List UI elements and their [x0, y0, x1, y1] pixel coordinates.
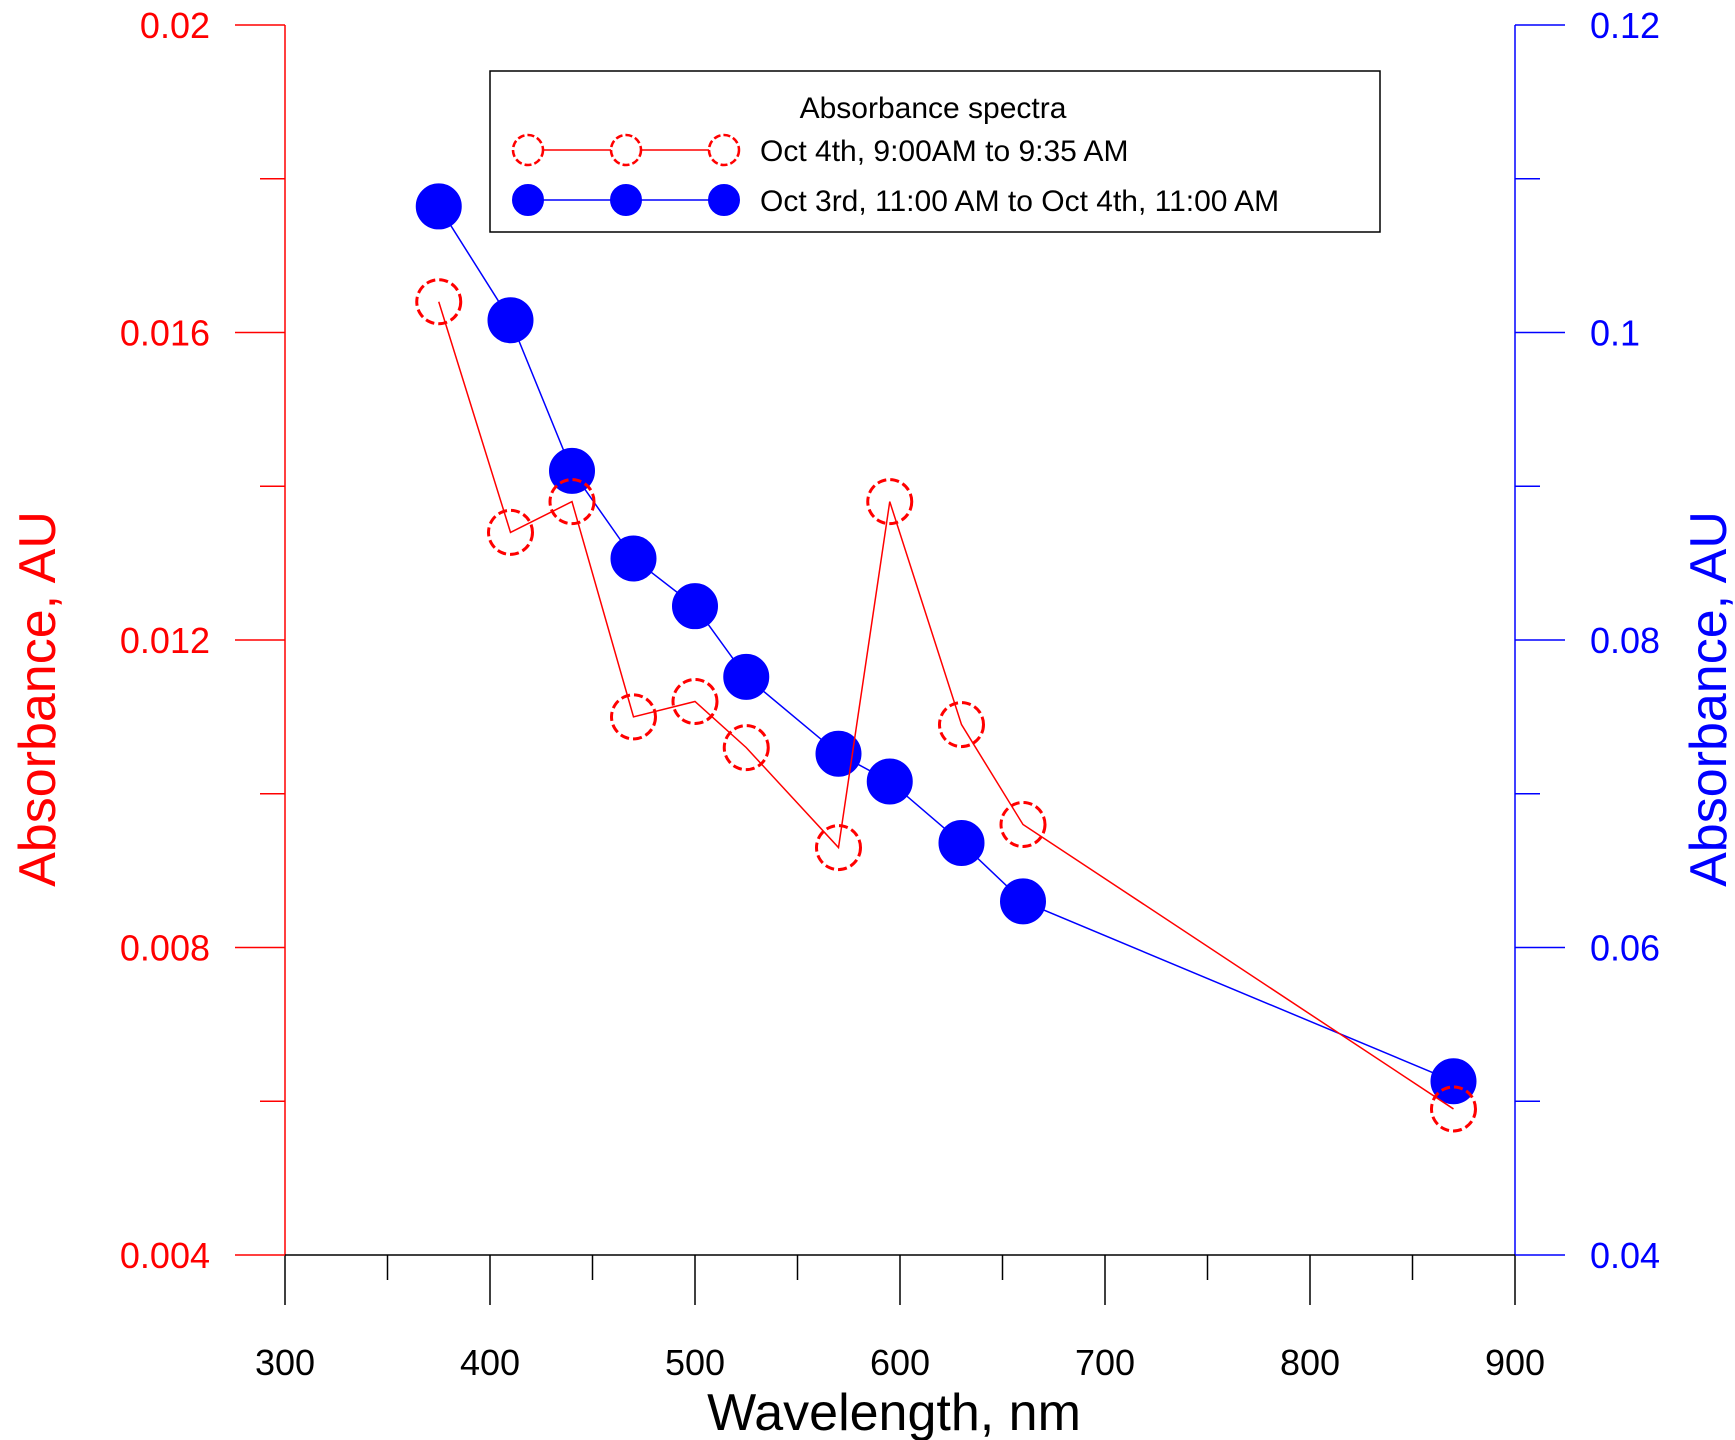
- y-left-tick-label: 0.02: [140, 5, 210, 46]
- data-point-blue: [1000, 878, 1046, 925]
- y-left-tick-label: 0.008: [120, 928, 210, 969]
- data-point-blue: [415, 183, 462, 230]
- y-axis-left: 0.004 0.008 0.012 0.016 0.02: [120, 5, 285, 1276]
- data-point-blue: [866, 758, 913, 805]
- y-axis-right-label: Absorbance, AU: [1680, 511, 1735, 887]
- data-point-red: [866, 478, 914, 526]
- legend-marker-blue: [708, 184, 740, 216]
- series-line-blue: [438, 206, 1454, 1082]
- x-tick-label: 700: [1075, 1342, 1135, 1383]
- y-right-tick-label: 0.1: [1590, 313, 1640, 354]
- legend-marker-blue: [610, 184, 642, 216]
- legend-marker-red: [707, 133, 741, 167]
- series-layer: [415, 183, 1477, 1133]
- x-tick-label: 300: [255, 1342, 315, 1383]
- data-point-blue: [610, 535, 657, 582]
- data-point-blue: [672, 583, 718, 630]
- y-right-tick-label: 0.06: [1590, 928, 1660, 969]
- y-right-tick-label: 0.04: [1590, 1235, 1660, 1276]
- legend-entries: Oct 4th, 9:00AM to 9:35 AM Oct 3rd, 11:00…: [511, 133, 1279, 218]
- data-point-red: [999, 801, 1047, 848]
- data-point-blue: [1430, 1058, 1477, 1105]
- legend-marker-red: [511, 133, 545, 167]
- data-point-red: [487, 508, 534, 556]
- data-point-blue: [487, 297, 534, 344]
- x-tick-label: 400: [460, 1342, 520, 1383]
- data-point-red: [548, 478, 596, 526]
- legend-marker-blue: [512, 184, 544, 216]
- legend-title: Absorbance spectra: [800, 92, 1067, 125]
- x-axis: 300 400 500 600 700 800 900: [255, 1255, 1545, 1383]
- x-tick-label: 600: [870, 1342, 930, 1383]
- data-point-red: [610, 693, 657, 741]
- x-tick-label: 800: [1280, 1342, 1340, 1383]
- y-left-tick-label: 0.004: [120, 1235, 210, 1276]
- data-point-red: [1430, 1085, 1477, 1133]
- data-point-red: [671, 678, 719, 725]
- x-axis-label: Wavelength, nm: [707, 1384, 1081, 1440]
- legend: Absorbance spectra Oct 4th, 9:00AM to 9:…: [489, 70, 1381, 233]
- y-axis-left-label: Absorbance, AU: [9, 511, 67, 887]
- legend-marker-red: [609, 133, 643, 167]
- data-point-blue: [723, 653, 770, 700]
- data-point-red: [815, 824, 862, 872]
- data-point-red: [938, 701, 985, 749]
- x-tick-label: 900: [1485, 1342, 1545, 1383]
- y-left-tick-label: 0.012: [120, 620, 210, 661]
- y-right-tick-label: 0.08: [1590, 620, 1660, 661]
- series-line-red: [438, 301, 1454, 1110]
- x-tick-label: 500: [665, 1342, 725, 1383]
- data-point-red: [722, 724, 770, 772]
- data-point-blue: [938, 819, 985, 866]
- legend-label-red: Oct 4th, 9:00AM to 9:35 AM: [760, 135, 1129, 168]
- y-left-tick-label: 0.016: [120, 313, 210, 354]
- y-right-tick-label: 0.12: [1590, 5, 1660, 46]
- data-point-red: [415, 278, 463, 326]
- legend-label-blue: Oct 3rd, 11:00 AM to Oct 4th, 11:00 AM: [760, 185, 1279, 218]
- y-axis-right: 0.04 0.06 0.08 0.1 0.12: [1515, 5, 1660, 1276]
- data-point-blue: [815, 730, 862, 777]
